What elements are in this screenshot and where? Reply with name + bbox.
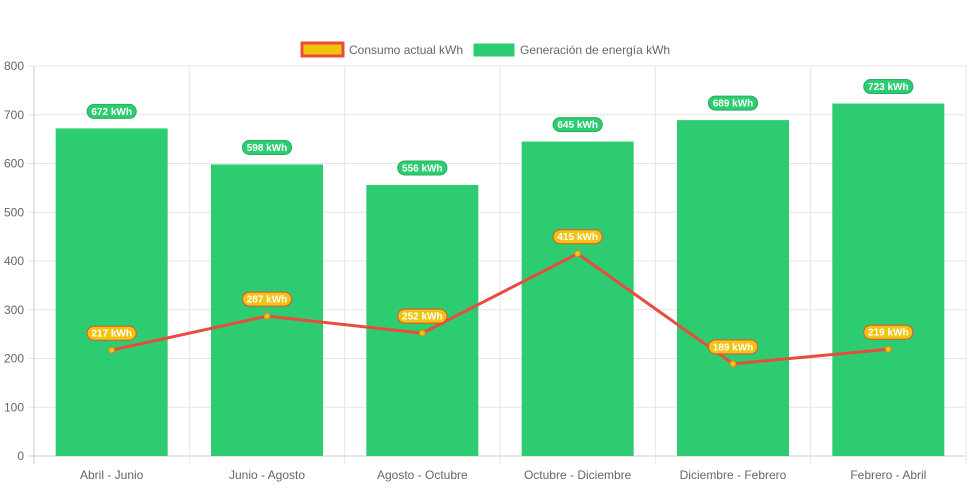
legend-label-generacion[interactable]: Generación de energía kWh bbox=[520, 43, 670, 57]
x-tick-label: Abril - Junio bbox=[80, 468, 144, 482]
y-tick-label: 800 bbox=[4, 59, 24, 73]
line-data-label: 217 kWh bbox=[91, 329, 132, 340]
y-tick-label: 100 bbox=[4, 400, 24, 414]
line-data-label-bg bbox=[86, 325, 137, 341]
line-point bbox=[884, 345, 892, 353]
y-tick-label: 500 bbox=[4, 205, 24, 219]
line-data-label-bg bbox=[552, 229, 603, 245]
y-tick-label: 0 bbox=[17, 449, 24, 463]
line-data-label: 287 kWh bbox=[247, 295, 288, 306]
legend: Consumo actual kWh Generación de energía… bbox=[300, 41, 670, 58]
line-point bbox=[574, 250, 582, 258]
x-tick-label: Junio - Agosto bbox=[229, 468, 305, 482]
bar-data-label: 556 kWh bbox=[402, 163, 443, 174]
bar-data-label-bg bbox=[397, 160, 448, 176]
legend-swatch-generacion[interactable] bbox=[473, 43, 515, 57]
x-tick-label: Febrero - Abril bbox=[850, 468, 926, 482]
line-data-label-bg bbox=[241, 291, 293, 307]
line-data-label-bg bbox=[863, 324, 914, 340]
bar-data-label: 689 kWh bbox=[713, 99, 754, 110]
bar-data-label: 723 kWh bbox=[868, 82, 909, 93]
line-data-label: 189 kWh bbox=[713, 342, 754, 353]
bar-data-label: 645 kWh bbox=[557, 120, 598, 131]
line-data-label: 219 kWh bbox=[868, 328, 909, 339]
line-data-label-bg bbox=[397, 308, 448, 324]
bar bbox=[521, 141, 634, 456]
line-series-consumo bbox=[111, 251, 889, 366]
line-data-label: 252 kWh bbox=[402, 312, 443, 323]
legend-swatch-consumo[interactable] bbox=[300, 41, 345, 58]
y-tick-label: 600 bbox=[4, 157, 24, 171]
line-data-label-bg bbox=[707, 339, 759, 355]
line-point bbox=[729, 360, 737, 368]
bar-data-label-bg bbox=[552, 117, 603, 133]
line-data-label: 415 kWh bbox=[557, 232, 598, 243]
y-tick-label: 200 bbox=[4, 352, 24, 366]
line-point bbox=[108, 346, 116, 354]
line-point bbox=[263, 312, 271, 320]
x-tick-label: Agosto - Octubre bbox=[377, 468, 468, 482]
line-point bbox=[418, 329, 426, 337]
y-tick-label: 700 bbox=[4, 108, 24, 122]
bar bbox=[832, 103, 945, 456]
bar-data-label-bg bbox=[863, 79, 914, 95]
legend-label-consumo[interactable]: Consumo actual kWh bbox=[349, 43, 463, 57]
bar bbox=[211, 164, 323, 456]
x-tick-label: Diciembre - Febrero bbox=[680, 468, 787, 482]
bar-data-label-bg bbox=[86, 103, 137, 119]
x-tick-label: Octubre - Diciembre bbox=[524, 468, 632, 482]
bar-data-label: 598 kWh bbox=[247, 143, 288, 154]
y-tick-label: 400 bbox=[4, 254, 24, 268]
y-tick-label: 300 bbox=[4, 303, 24, 317]
bar-data-label: 672 kWh bbox=[91, 107, 132, 118]
bar-data-label-bg bbox=[241, 139, 293, 155]
bar bbox=[55, 128, 168, 456]
bar bbox=[677, 120, 789, 457]
bar-data-label-bg bbox=[707, 95, 759, 111]
